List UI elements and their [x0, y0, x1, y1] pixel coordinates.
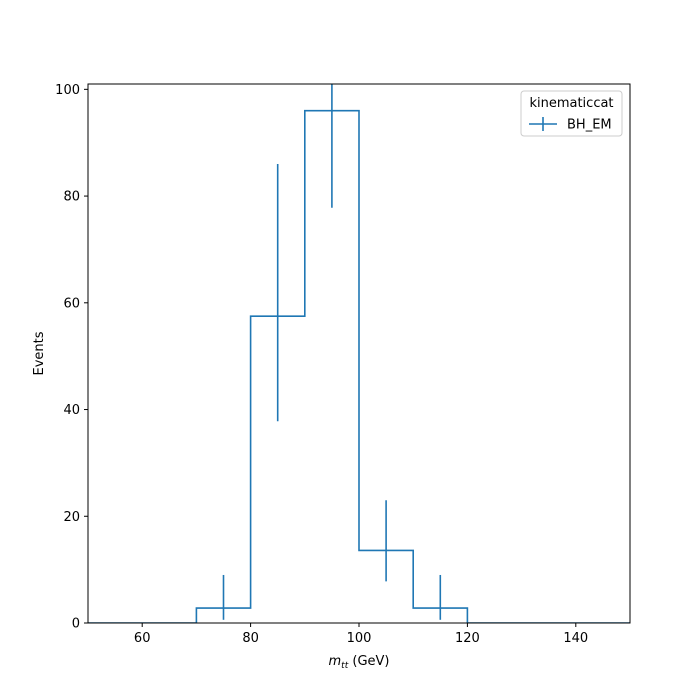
x-tick-label: 80	[242, 631, 259, 646]
y-tick-label: 80	[63, 190, 80, 205]
series-layer	[88, 84, 630, 623]
y-axis-label: Events	[32, 331, 47, 375]
x-tick-label: 100	[347, 631, 372, 646]
y-tick-label: 0	[72, 617, 80, 632]
x-tick-label: 60	[134, 631, 151, 646]
y-tick-label: 20	[63, 510, 80, 525]
series-group	[88, 84, 630, 623]
histogram-step-line	[88, 109, 630, 623]
x-axis-label-sub: tt	[341, 661, 349, 671]
legend-entries: BH_EM	[529, 117, 612, 133]
x-tick-label: 120	[455, 631, 480, 646]
x-axis-label-main: m	[329, 654, 342, 669]
y-axis: 0 20 40 60 80 100	[55, 83, 88, 632]
x-axis-label: mtt (GeV)	[329, 654, 390, 671]
x-tick-label: 140	[563, 631, 588, 646]
y-tick-label: 40	[63, 403, 80, 418]
legend-title: kinematiccat	[529, 96, 613, 111]
y-tick-label: 100	[55, 83, 80, 98]
x-axis: 60 80 100 120 140	[134, 623, 588, 646]
y-tick-label: 60	[63, 296, 80, 311]
legend-entry-label: BH_EM	[567, 118, 612, 133]
x-axis-label-unit: (GeV)	[348, 654, 389, 669]
legend: kinematiccat BH_EM	[520, 90, 623, 137]
